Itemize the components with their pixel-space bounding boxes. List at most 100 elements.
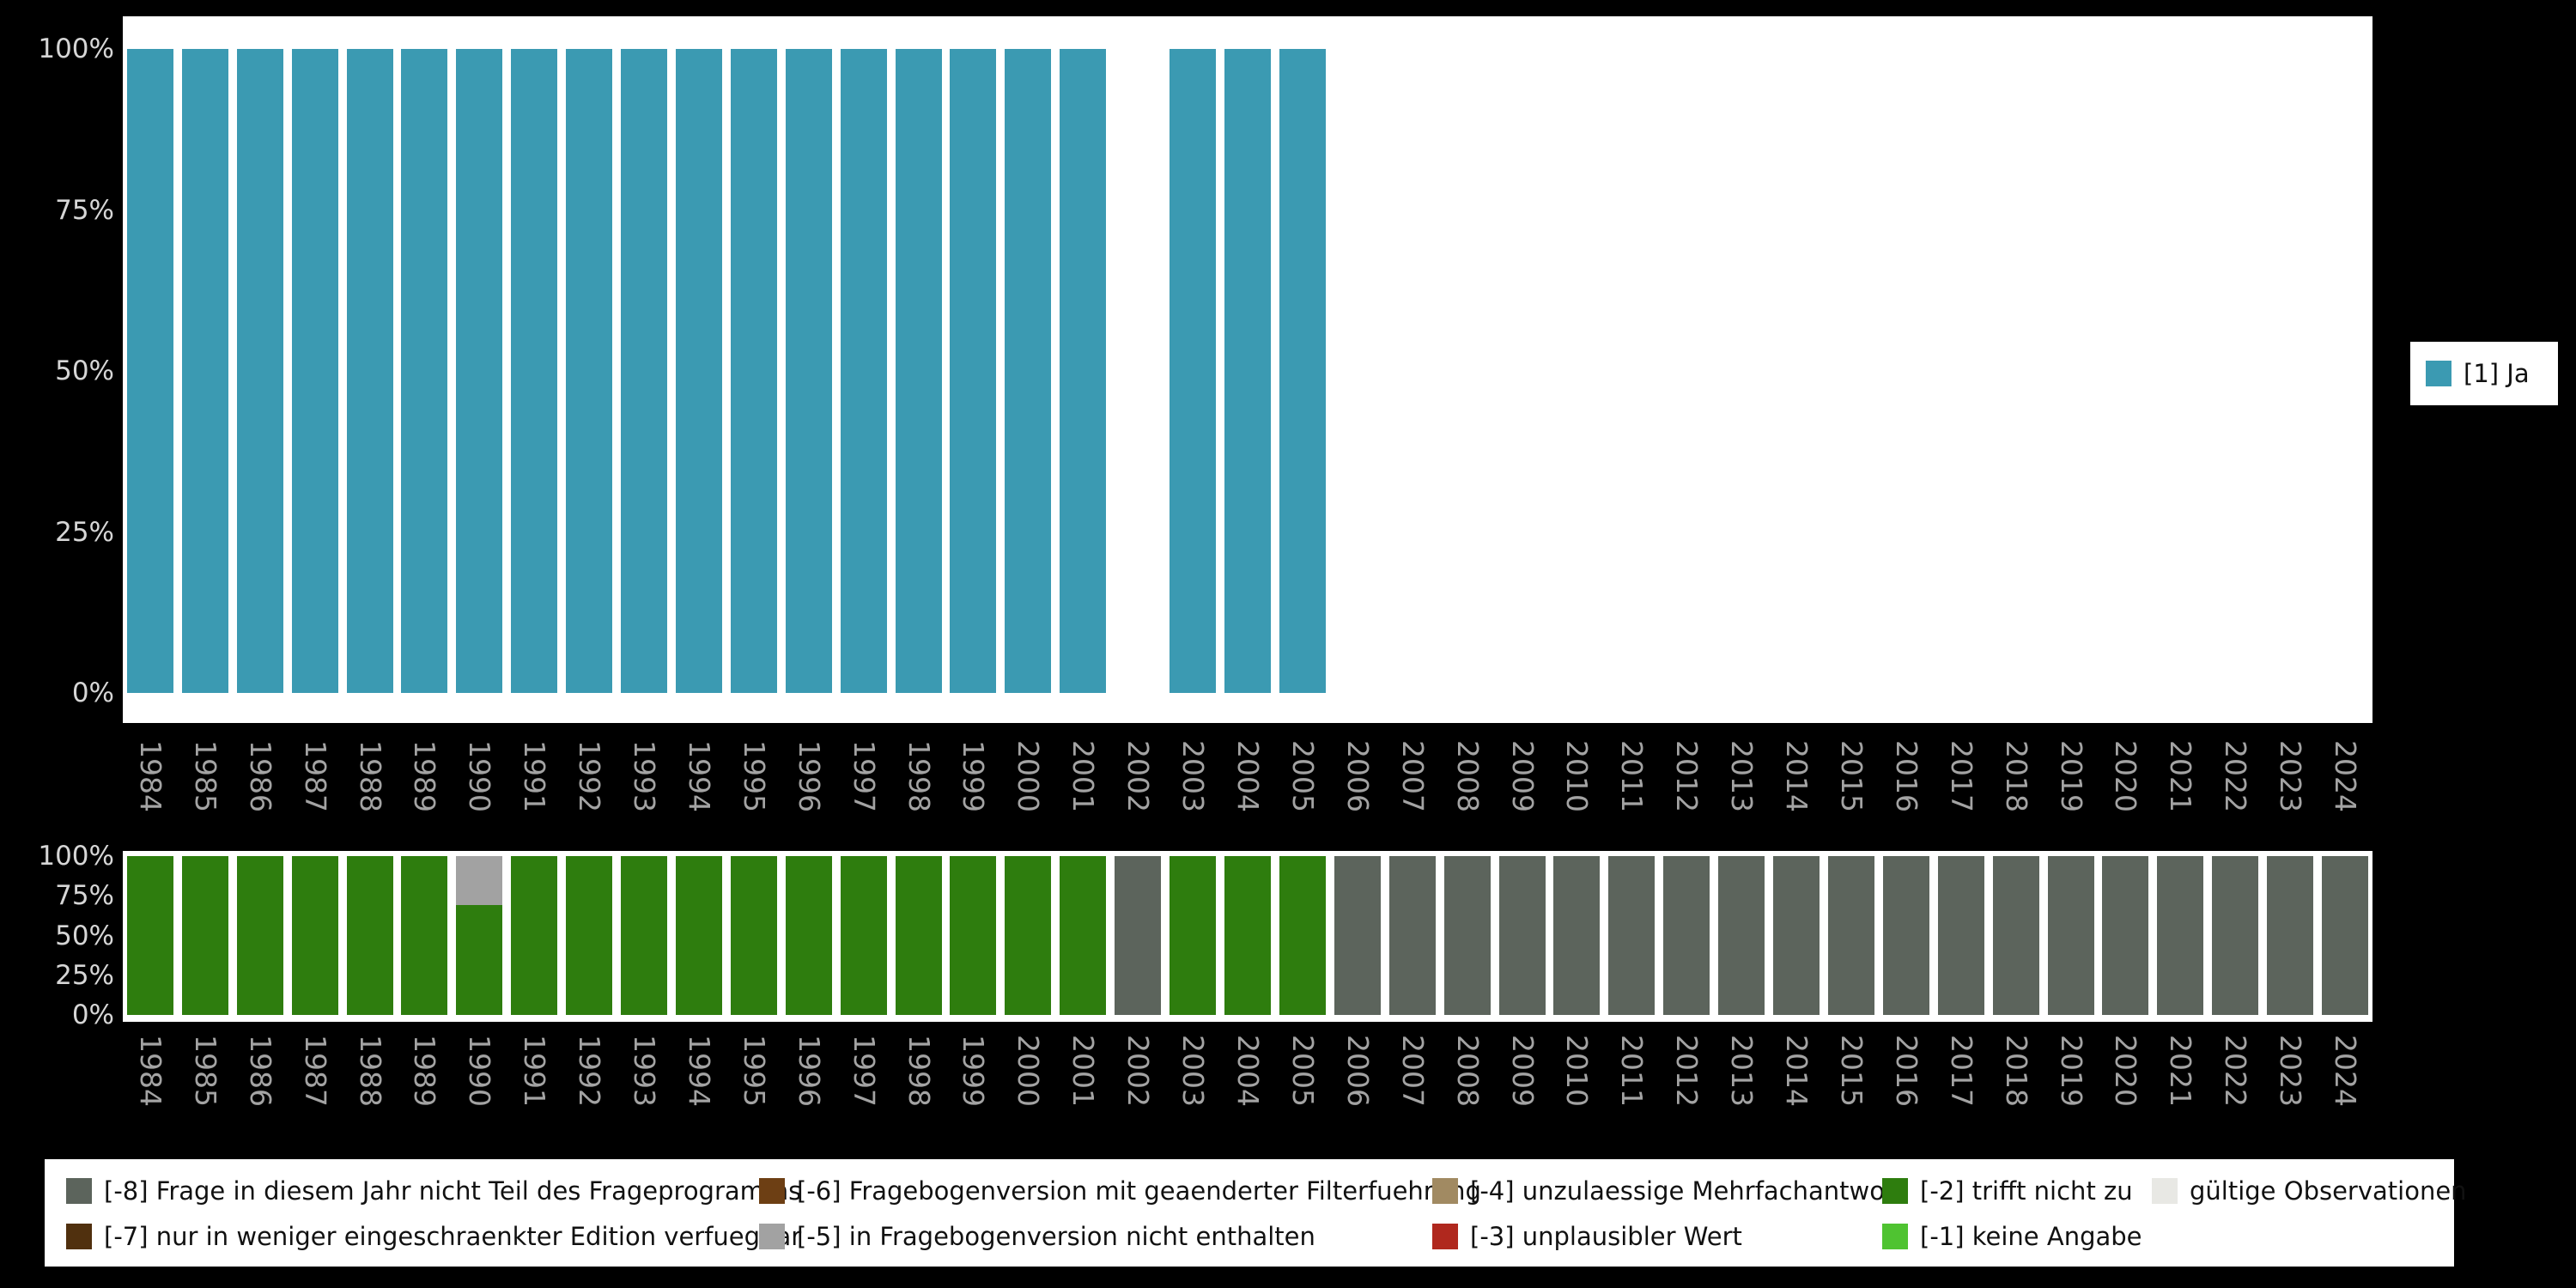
top-chart-x-axis-tick-label: 1997 [847, 740, 881, 812]
bottom-chart-x-axis-tick-label: 2014 [1780, 1035, 1814, 1107]
bottom-chart-bar-segment [1663, 856, 1710, 1015]
bottom-chart-x-axis-tick-label: 2007 [1395, 1035, 1430, 1107]
top-chart-x-axis-tick-label: 1984 [133, 740, 167, 812]
legend-swatch-m2 [1882, 1178, 1908, 1204]
bottom-chart-bar-segment [1279, 856, 1326, 1015]
bottom-chart-x-axis-tick-label: 1985 [188, 1035, 222, 1107]
bottom-chart-bar-segment [785, 856, 832, 1015]
bottom-chart-x-axis-tick-label: 1990 [463, 1035, 497, 1107]
top-chart-x-axis-tick-label: 1986 [243, 740, 277, 812]
top-chart-bar [236, 49, 283, 693]
bottom-chart-x-axis-tick-label: 1997 [847, 1035, 881, 1107]
top-chart-x-axis-tick-label: 2018 [1999, 740, 2033, 812]
bottom-chart-x-axis-tick-label: 2004 [1231, 1035, 1265, 1107]
legend-swatch-m3 [1432, 1224, 1458, 1249]
bottom-chart-bar-segment [950, 856, 997, 1015]
top-chart-bar [1224, 49, 1271, 693]
bottom-chart-x-axis-tick-label: 2020 [2109, 1035, 2143, 1107]
bottom-chart-bar-segment [2212, 856, 2259, 1015]
top-chart-x-axis-tick-label: 2013 [1725, 740, 1759, 812]
bottom-chart-x-axis-tick-label: 2001 [1066, 1035, 1101, 1107]
top-chart-bar [785, 49, 832, 693]
bottom-chart-y-axis-tick-label: 0% [71, 999, 114, 1030]
top-chart-x-axis-tick-label: 1988 [353, 740, 387, 812]
bottom-chart-x-axis-tick-label: 1992 [573, 1035, 607, 1107]
bottom-chart-bar-segment [1334, 856, 1381, 1015]
top-chart-bar [566, 49, 613, 693]
bottom-chart-bar-segment [1937, 856, 1984, 1015]
bottom-chart-bar-segment [181, 856, 228, 1015]
top-chart-x-axis-tick-label: 2004 [1231, 740, 1265, 812]
legend-swatch-m7 [66, 1224, 92, 1249]
bottom-chart-bar-segment [291, 856, 338, 1015]
missing-values-legend [45, 1159, 2454, 1267]
top-chart-x-axis-tick-label: 2022 [2219, 740, 2253, 812]
bottom-chart-bar-segment [456, 905, 503, 1015]
bottom-chart-bar-segment [1224, 856, 1271, 1015]
top-chart-x-axis-tick-label: 1985 [188, 740, 222, 812]
bottom-chart-bar-segment [511, 856, 558, 1015]
bottom-chart-bar-segment [2322, 856, 2369, 1015]
bottom-chart-x-axis-tick-label: 1995 [737, 1035, 771, 1107]
top-chart-legend: [1] Ja [2410, 342, 2558, 405]
legend-label-m6: [-6] Fragebogenversion mit geaenderter F… [797, 1176, 1481, 1206]
legend-label-valid: gültige Observationen [2190, 1176, 2467, 1206]
top-chart-bar [950, 49, 997, 693]
top-chart-bar [840, 49, 887, 693]
legend-swatch-m6 [759, 1178, 785, 1204]
top-chart-x-axis-tick-label: 2014 [1780, 740, 1814, 812]
top-chart-x-axis-tick-label: 2012 [1670, 740, 1704, 812]
top-chart-x-axis-tick-label: 1990 [463, 740, 497, 812]
bottom-chart-x-axis-tick-label: 1991 [518, 1035, 552, 1107]
bottom-chart-x-axis-tick-label: 2002 [1121, 1035, 1156, 1107]
top-chart-bar [730, 49, 777, 693]
top-chart-x-axis-tick-label: 2005 [1285, 740, 1320, 812]
bottom-chart-x-axis-tick-label: 2006 [1340, 1035, 1375, 1107]
top-chart-x-axis-tick-label: 1998 [902, 740, 936, 812]
bottom-chart-bar-segment [126, 856, 173, 1015]
bottom-chart-x-axis-tick-label: 1989 [408, 1035, 442, 1107]
bottom-chart-x-axis-tick-label: 2009 [1505, 1035, 1540, 1107]
top-chart-x-axis-tick-label: 2009 [1505, 740, 1540, 812]
top-chart-y-axis-tick-label: 25% [55, 516, 114, 548]
bottom-chart-x-axis-tick-label: 2021 [2164, 1035, 2198, 1107]
top-chart-x-axis-tick-label: 2023 [2274, 740, 2308, 812]
bottom-chart-bar-segment [2047, 856, 2094, 1015]
top-chart-x-axis-tick-label: 1994 [682, 740, 716, 812]
legend-swatch-m4 [1432, 1178, 1458, 1204]
top-chart-bar [511, 49, 558, 693]
bottom-chart-x-axis-tick-label: 2017 [1944, 1035, 1978, 1107]
bottom-chart-bar-segment [1443, 856, 1491, 1015]
top-chart-x-axis-tick-label: 2000 [1012, 740, 1046, 812]
bottom-chart-bar-segment [1718, 856, 1765, 1015]
bottom-chart-bar-segment [840, 856, 887, 1015]
bottom-chart-x-axis-tick-label: 2016 [1889, 1035, 1923, 1107]
top-chart-x-axis-tick-label: 2001 [1066, 740, 1101, 812]
legend-label-m4: [-4] unzulaessige Mehrfachantwort [1470, 1176, 1905, 1206]
bottom-chart-bar-segment [346, 856, 393, 1015]
bottom-chart-x-axis-tick-label: 2008 [1450, 1035, 1485, 1107]
bottom-chart-x-axis-tick-label: 2005 [1285, 1035, 1320, 1107]
top-chart-x-axis-tick-label: 1989 [408, 740, 442, 812]
top-chart-bar [291, 49, 338, 693]
top-chart-x-axis-tick-label: 2007 [1395, 740, 1430, 812]
bottom-chart-bar-segment [1498, 856, 1546, 1015]
top-chart-x-axis-tick-label: 2017 [1944, 740, 1978, 812]
top-chart-x-axis-tick-label: 2020 [2109, 740, 2143, 812]
bottom-chart-bar-segment [1170, 856, 1217, 1015]
bottom-chart-x-axis-tick-label: 2024 [2329, 1035, 2363, 1107]
top-chart-x-axis-tick-label: 2006 [1340, 740, 1375, 812]
top-chart-x-axis-tick-label: 1996 [792, 740, 826, 812]
bottom-chart-y-axis-tick-label: 75% [55, 880, 114, 912]
top-chart-bar [1279, 49, 1326, 693]
top-chart-x-axis-tick-label: 1991 [518, 740, 552, 812]
top-chart-x-axis-tick-label: 1995 [737, 740, 771, 812]
bottom-chart-x-axis-tick-label: 1999 [957, 1035, 991, 1107]
legend-label-m1: [-1] keine Angabe [1920, 1222, 2142, 1251]
bottom-chart-x-axis-tick-label: 1998 [902, 1035, 936, 1107]
bottom-chart-bar-segment [1388, 856, 1436, 1015]
bottom-chart-x-axis-tick-label: 1984 [133, 1035, 167, 1107]
top-chart-bar [401, 49, 448, 693]
bottom-chart-bar-segment [1060, 856, 1107, 1015]
bottom-chart-x-axis-tick-label: 1993 [628, 1035, 662, 1107]
